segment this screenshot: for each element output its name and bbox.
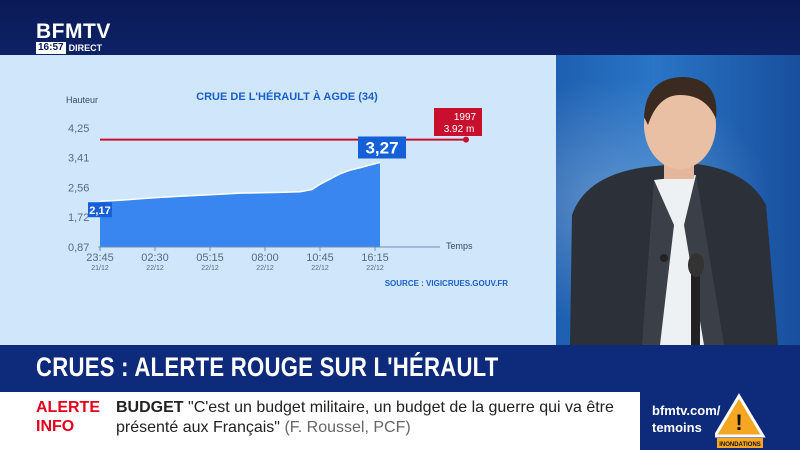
water-level-line [99, 161, 381, 202]
source-label: SOURCE : VIGICRUES.GOUV.FR [385, 279, 509, 288]
x-tick-date: 22/12 [201, 265, 219, 272]
y-tick-label: 4,25 [68, 123, 89, 135]
water-level-area [100, 162, 380, 247]
ticker-text: BUDGET "C'est un budget militaire, un bu… [116, 398, 636, 438]
x-tick-time: 16:15 [361, 252, 389, 264]
reference-1997-year: 1997 [454, 112, 477, 123]
presenter-figure [570, 77, 778, 345]
y-tick-label: 3,41 [68, 153, 89, 165]
channel-logo: BFMTV [36, 20, 111, 43]
reference-1997-box [434, 108, 482, 136]
headline-banner [0, 345, 800, 392]
reference-1997-value: 3.92 m [444, 124, 475, 135]
warning-icon [715, 393, 766, 438]
clock: 16:57 [36, 42, 66, 54]
promo-line1: bfmtv.com/ [652, 403, 721, 418]
ticker-topic: BUDGET [116, 399, 184, 416]
y-tick-label: 2,56 [68, 183, 89, 195]
x-tick-date: 22/12 [311, 265, 329, 272]
flood-chart: CRUE DE L'HÉRAULT À AGDE (34) Hauteur Te… [66, 90, 509, 288]
time-box: 16:57 DIRECT [36, 42, 102, 54]
ticker-quote: "C'est un budget militaire, un budget de… [116, 399, 614, 436]
svg-text:!: ! [735, 410, 742, 435]
y-axis-label: Hauteur [66, 95, 98, 105]
start-value-box [88, 202, 112, 218]
alert-tag: ALERTE INFO [36, 398, 100, 436]
top-bar [0, 0, 800, 55]
x-tick-date: 22/12 [366, 265, 384, 272]
ticker-source: (F. Roussel, PCF) [284, 419, 411, 436]
x-tick-date: 21/12 [91, 265, 109, 272]
sign-text: INONDATIONS [719, 442, 761, 448]
studio-presenter-view [556, 55, 800, 345]
chart-title: CRUE DE L'HÉRAULT À AGDE (34) [196, 90, 378, 103]
x-tick-date: 22/12 [146, 265, 164, 272]
y-tick-label: 1,72 [68, 212, 89, 224]
end-value-box [358, 136, 406, 159]
news-ticker [0, 392, 640, 450]
live-label: DIRECT [68, 43, 103, 53]
x-tick-time: 10:45 [306, 252, 334, 264]
headline: CRUES : ALERTE ROUGE SUR L'HÉRAULT [36, 352, 499, 382]
x-tick-time: 05:15 [196, 252, 224, 264]
alert-tag-line2: INFO [36, 418, 75, 435]
promo-line2: temoins [652, 420, 702, 435]
x-tick-time: 02:30 [141, 252, 169, 264]
flood-warning-sign: ! INONDATIONS [715, 393, 766, 448]
alert-tag-line1: ALERTE [36, 399, 100, 416]
x-tick-date: 22/12 [256, 265, 274, 272]
end-value-label: 3,27 [365, 139, 398, 158]
start-value-label: 2,17 [89, 205, 110, 217]
x-axis-label: Temps [446, 241, 473, 251]
reference-1997-dot [463, 136, 469, 143]
y-tick-label: 0,87 [68, 242, 89, 254]
x-tick-time: 23:45 [86, 252, 114, 264]
promo-text: bfmtv.com/ temoins [652, 402, 720, 436]
x-tick-time: 08:00 [251, 252, 279, 264]
